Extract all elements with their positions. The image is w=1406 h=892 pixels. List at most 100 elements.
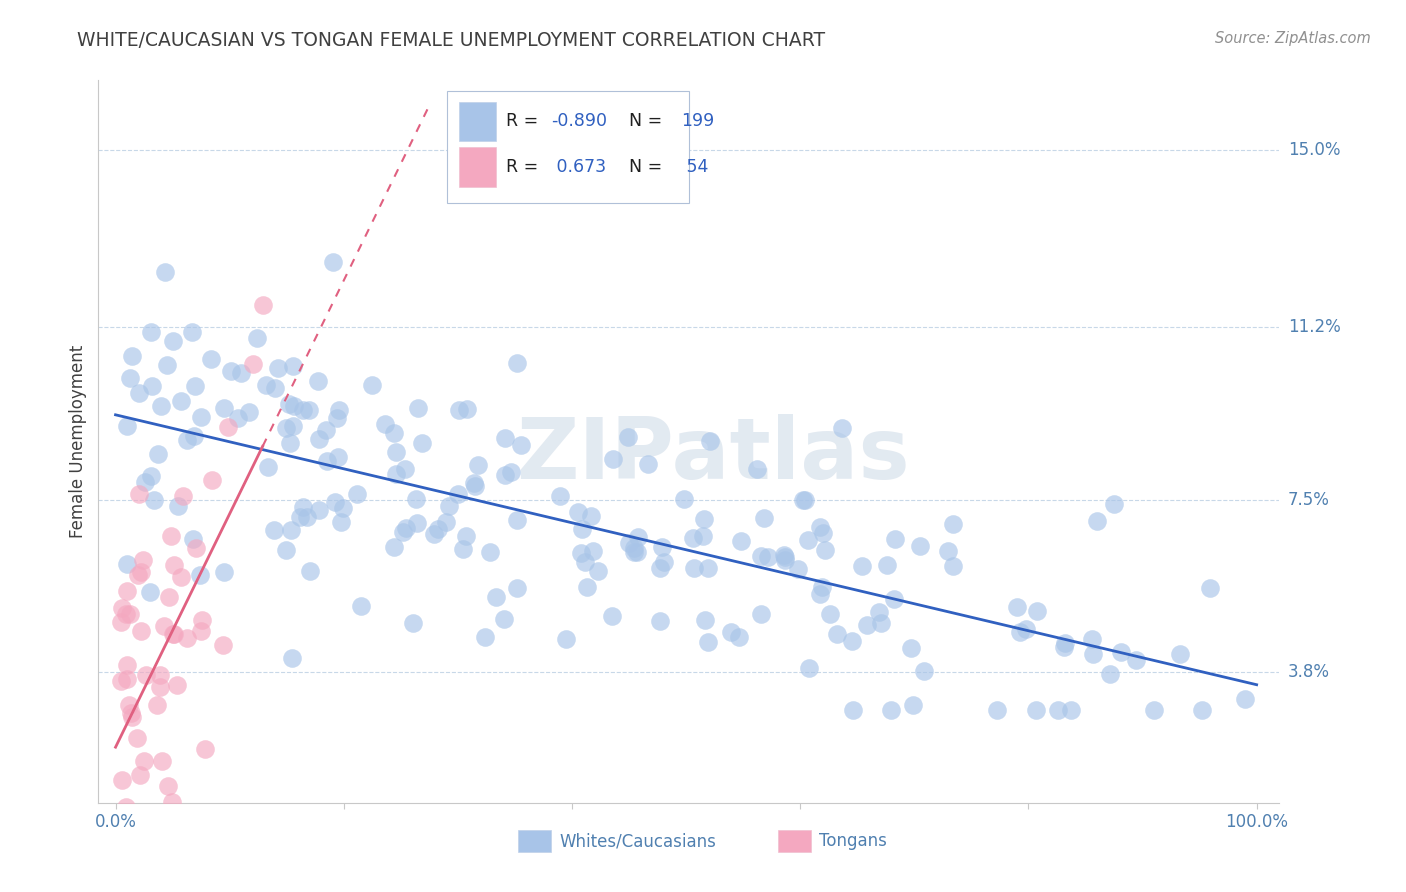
Point [876, 558, 898, 573]
Point [190, 613, 212, 627]
Point [699, 434, 721, 449]
Point [747, 462, 769, 476]
Point [194, 742, 217, 756]
Text: Source: ZipAtlas.com: Source: ZipAtlas.com [1215, 31, 1371, 46]
Point [900, 640, 922, 655]
Point [1053, 640, 1076, 654]
Point [254, 377, 277, 392]
Point [326, 411, 349, 425]
Text: R =: R = [506, 112, 544, 130]
Point [434, 515, 457, 529]
Point [787, 562, 810, 576]
Point [1081, 648, 1104, 662]
Point [132, 819, 155, 833]
Point [811, 526, 834, 541]
Point [651, 541, 673, 555]
Point [720, 624, 742, 639]
Point [427, 523, 450, 537]
Point [1234, 692, 1257, 706]
Point [391, 525, 413, 540]
Point [145, 819, 167, 833]
Point [200, 351, 222, 366]
Point [384, 445, 406, 459]
Point [274, 421, 297, 435]
Point [682, 561, 704, 575]
Text: 199: 199 [681, 112, 714, 130]
Text: 15.0%: 15.0% [1288, 141, 1340, 159]
Point [856, 618, 879, 632]
Point [395, 521, 418, 535]
Point [569, 546, 592, 560]
Point [692, 529, 714, 543]
Point [505, 581, 527, 595]
Point [879, 702, 901, 716]
Point [775, 550, 797, 565]
Point [842, 702, 865, 716]
Text: N =: N = [619, 112, 668, 130]
Point [1168, 647, 1191, 661]
Point [449, 403, 471, 417]
Text: Whites/Caucasians: Whites/Caucasians [560, 832, 716, 850]
Point [394, 462, 416, 476]
Point [111, 772, 134, 787]
Point [212, 566, 235, 580]
Point [264, 381, 287, 395]
Point [555, 632, 578, 646]
Point [728, 630, 751, 644]
Point [474, 630, 496, 644]
Point [617, 535, 640, 549]
Point [291, 402, 314, 417]
Text: R =: R = [506, 158, 544, 176]
Point [184, 541, 207, 556]
Point [756, 549, 779, 564]
Point [129, 565, 152, 579]
Point [695, 613, 717, 627]
Point [115, 673, 138, 687]
Point [794, 493, 817, 508]
Point [170, 394, 193, 409]
Point [602, 452, 624, 467]
Point [280, 651, 302, 665]
Point [692, 512, 714, 526]
Point [818, 607, 841, 621]
Point [135, 819, 157, 833]
Point [406, 516, 429, 530]
Point [307, 375, 329, 389]
Point [278, 436, 301, 450]
Point [231, 366, 253, 380]
Point [188, 568, 211, 582]
Point [623, 541, 645, 555]
Point [176, 433, 198, 447]
Point [1125, 653, 1147, 667]
Point [280, 524, 302, 538]
Point [942, 558, 965, 573]
Point [682, 531, 704, 545]
Point [1053, 636, 1076, 650]
Point [281, 359, 304, 374]
Text: 7.5%: 7.5% [1288, 491, 1330, 508]
Point [986, 702, 1008, 716]
Point [808, 520, 831, 534]
Point [226, 411, 249, 425]
Point [141, 469, 163, 483]
Point [851, 559, 873, 574]
Point [1191, 702, 1213, 716]
Point [1005, 599, 1028, 614]
Point [936, 543, 959, 558]
Bar [458, 102, 496, 141]
Point [509, 438, 531, 452]
Point [749, 549, 772, 563]
Point [142, 493, 165, 508]
Point [131, 624, 153, 638]
Point [942, 516, 965, 531]
Point [176, 631, 198, 645]
Point [127, 731, 149, 745]
Point [156, 358, 179, 372]
Point [451, 542, 474, 557]
Text: ZIPatlas: ZIPatlas [516, 415, 910, 498]
Point [316, 454, 339, 468]
Point [1025, 702, 1047, 716]
Point [808, 586, 831, 600]
Point [132, 553, 155, 567]
Point [602, 609, 624, 624]
